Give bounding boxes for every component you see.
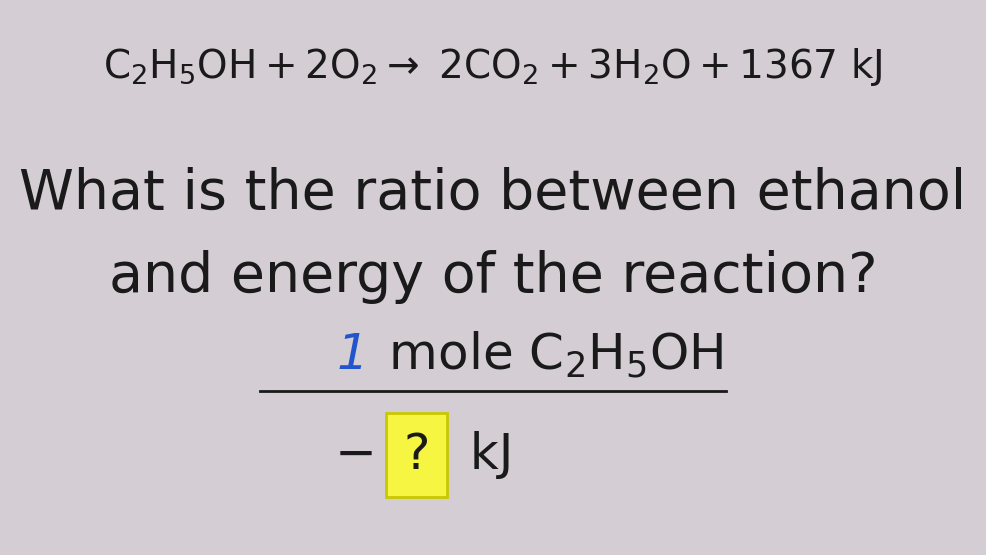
Text: kJ: kJ: [454, 431, 513, 479]
Text: mole $\mathregular{C_2H_5OH}$: mole $\mathregular{C_2H_5OH}$: [373, 330, 723, 380]
Text: 1: 1: [336, 331, 369, 379]
Text: $\mathregular{C_2H_5OH + 2O_2 \rightarrow\ 2CO_2 + 3H_2O + 1367\ kJ}$: $\mathregular{C_2H_5OH + 2O_2 \rightarro…: [104, 46, 882, 88]
Text: What is the ratio between ethanol: What is the ratio between ethanol: [20, 167, 966, 221]
Text: ?: ?: [403, 431, 430, 479]
FancyBboxPatch shape: [387, 413, 448, 497]
Text: and energy of the reaction?: and energy of the reaction?: [108, 250, 878, 305]
Text: −: −: [334, 431, 377, 479]
